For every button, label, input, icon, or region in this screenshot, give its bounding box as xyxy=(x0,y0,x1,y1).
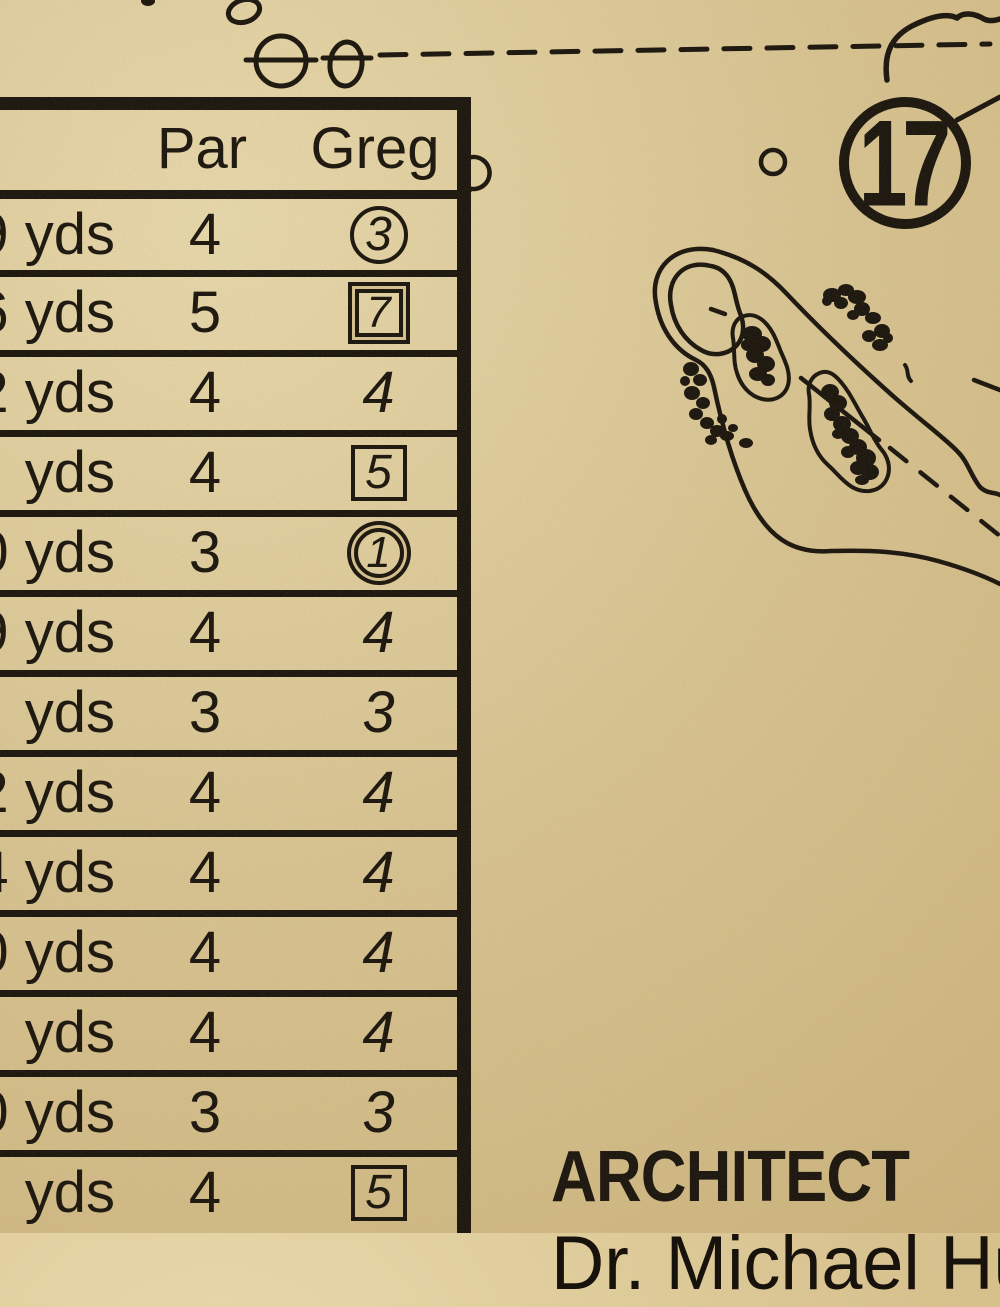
player-score-cell: 5 xyxy=(300,437,457,508)
hole-par-cell: 4 xyxy=(188,1000,222,1065)
tree-icon xyxy=(758,147,788,177)
hole-length-cell: yds xyxy=(24,1000,115,1065)
tree-squiggle xyxy=(903,363,913,383)
hole-length-cell: 0 yds xyxy=(0,920,115,985)
scorecard-row: yds 3 3 xyxy=(0,670,457,750)
hole-number: 17 xyxy=(859,94,952,232)
hole-par-cell: 4 xyxy=(188,360,222,425)
hole-length-cell: 0 yds xyxy=(0,520,115,585)
scorecard-row: 9 yds 4 3 xyxy=(0,190,457,270)
table-right-border xyxy=(457,97,471,1233)
hole-par-cell: 4 xyxy=(188,1160,222,1225)
scorecard-row: 2 yds 4 4 xyxy=(0,350,457,430)
hole-par-cell: 4 xyxy=(188,440,222,505)
hole-length-cell: yds xyxy=(24,680,115,745)
player-score-cell: 4 xyxy=(300,597,457,668)
hole-length-cell: 9 yds xyxy=(0,600,115,665)
player-score-cell: 3 xyxy=(300,1077,457,1148)
hole-length-cell: yds xyxy=(24,1160,115,1225)
player-score-cell: 5 xyxy=(300,1157,457,1228)
table-body: 9 yds 4 3 6 yds 5 7 2 yds 4 4 yds 4 5 0 … xyxy=(0,190,457,1230)
hole-par-cell: 4 xyxy=(188,600,222,665)
player-score-cell: 4 xyxy=(300,917,457,988)
scorecard-row: 0 yds 3 1 xyxy=(0,510,457,590)
hole-length-cell: 4 yds xyxy=(0,840,115,905)
scorecard-row: yds 4 5 xyxy=(0,430,457,510)
player-score-cell: 4 xyxy=(300,837,457,908)
architect-heading: ARCHITECT xyxy=(551,1137,910,1217)
score-mark: 4 xyxy=(362,840,395,905)
hole-17-drawing xyxy=(652,246,1000,587)
scorecard-row: yds 4 4 xyxy=(0,990,457,1070)
score-mark: 3 xyxy=(362,680,395,745)
score-mark: 3 xyxy=(349,205,408,264)
player-score-cell: 4 xyxy=(300,757,457,828)
score-mark: 4 xyxy=(362,1000,395,1065)
player-score-cell: 1 xyxy=(300,517,457,588)
hole-length-cell: yds xyxy=(24,440,115,505)
score-mark: 3 xyxy=(362,1080,395,1145)
hole-par-cell: 4 xyxy=(188,840,222,905)
player-score-cell: 7 xyxy=(300,277,457,348)
scorecard-row: yds 4 5 xyxy=(0,1150,457,1230)
hole-length-cell: 0 yds xyxy=(0,1080,115,1145)
flag-tick xyxy=(708,306,728,317)
score-mark: 1 xyxy=(353,527,404,578)
hole-par-cell: 3 xyxy=(188,520,222,585)
hole-length-cell: 6 yds xyxy=(0,280,115,345)
score-mark: 4 xyxy=(362,920,395,985)
scorecard-row: 4 yds 4 4 xyxy=(0,830,457,910)
scorecard-row: 6 yds 5 7 xyxy=(0,270,457,350)
tee-marker-icon xyxy=(243,33,374,89)
play-line-dashed xyxy=(377,41,993,58)
score-mark: 5 xyxy=(350,444,407,501)
hole-length-cell: 2 yds xyxy=(0,360,115,425)
tree-icon xyxy=(141,0,263,26)
score-mark: 4 xyxy=(362,360,395,425)
score-mark: 5 xyxy=(350,1164,407,1221)
scorecard-row: 0 yds 4 4 xyxy=(0,910,457,990)
hole-length-cell: 9 yds xyxy=(0,202,115,267)
architect-name: Dr. Michael Hu xyxy=(551,1221,1000,1306)
player-score-cell: 3 xyxy=(300,199,457,270)
header-par: Par xyxy=(156,116,248,181)
hole-par-cell: 3 xyxy=(188,680,222,745)
hole-play-line-dashed xyxy=(887,445,1000,539)
fairway-outline xyxy=(971,377,1000,393)
hole-par-cell: 4 xyxy=(188,202,222,267)
hole-par-cell: 3 xyxy=(188,1080,222,1145)
score-mark: 4 xyxy=(362,760,395,825)
scorecard-row: 9 yds 4 4 xyxy=(0,590,457,670)
score-mark: 7 xyxy=(354,288,403,337)
hole-length-cell: 2 yds xyxy=(0,760,115,825)
architect-block: ARCHITECT Dr. Michael Hu xyxy=(551,1136,1000,1307)
hole-par-cell: 4 xyxy=(188,760,222,825)
player-score-cell: 4 xyxy=(300,357,457,428)
player-score-cell: 3 xyxy=(300,677,457,748)
hole-par-cell: 4 xyxy=(188,920,222,985)
scorecard-row: 2 yds 4 4 xyxy=(0,750,457,830)
hole-17-badge: 17 xyxy=(839,94,971,232)
hole-par-cell: 5 xyxy=(188,280,222,345)
player-score-cell: 4 xyxy=(300,997,457,1068)
score-mark: 4 xyxy=(362,600,395,665)
scorecard-row: 0 yds 3 3 xyxy=(0,1070,457,1150)
table-header-row: ngth Par Greg xyxy=(0,108,457,190)
header-player-greg: Greg xyxy=(310,116,440,181)
